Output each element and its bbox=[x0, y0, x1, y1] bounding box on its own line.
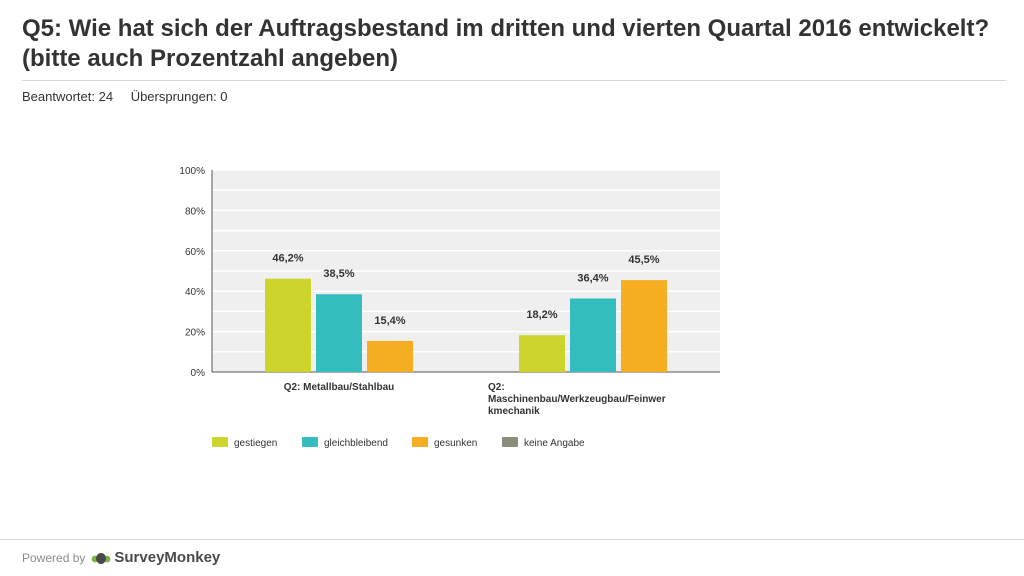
surveymonkey-brand: SurveyMonkey bbox=[114, 549, 221, 566]
legend-label: gestiegen bbox=[234, 438, 277, 449]
y-tick-label: 40% bbox=[185, 287, 205, 298]
y-tick-label: 20% bbox=[185, 328, 205, 339]
legend-label: gleichbleibend bbox=[324, 438, 388, 449]
surveymonkey-logo[interactable]: SurveyMonkey bbox=[91, 549, 220, 566]
legend-swatch-gleichbleibend bbox=[302, 437, 318, 447]
category-label: kmechanik bbox=[488, 406, 540, 417]
y-tick-label: 80% bbox=[185, 206, 205, 217]
legend-swatch-gesunken bbox=[412, 437, 428, 447]
response-stats: Beantwortet: 24 Übersprungen: 0 bbox=[22, 89, 242, 104]
powered-by: Powered by SurveyMonkey bbox=[22, 549, 220, 566]
monkey-logo-icon bbox=[91, 552, 111, 564]
bar-chart: 0% 20% 40% 60% 80% 100% 46,2% 38,5% 15,4% Q2: Met… bbox=[179, 166, 720, 449]
category-label: Q2: bbox=[488, 382, 505, 393]
title-divider bbox=[22, 80, 1006, 81]
category-label: Q2: Metallbau/Stahlbau bbox=[284, 382, 395, 393]
bar-gestiegen bbox=[265, 278, 311, 372]
powered-by-label: Powered by bbox=[22, 550, 86, 565]
bar-gesunken bbox=[367, 340, 413, 372]
y-tick-label: 60% bbox=[185, 247, 205, 258]
category-label: Maschinenbau/Werkzeugbau/Feinwer bbox=[488, 394, 666, 405]
answered-count: Beantwortet: 24 bbox=[22, 89, 114, 104]
data-label: 38,5% bbox=[323, 268, 354, 280]
data-label: 36,4% bbox=[577, 272, 608, 284]
bar-gesunken bbox=[621, 280, 667, 372]
skipped-count: Übersprungen: 0 bbox=[130, 89, 228, 104]
legend-swatch-keine-Angabe bbox=[502, 437, 518, 447]
data-label: 46,2% bbox=[272, 253, 303, 265]
question-title: Q5: Wie hat sich der Auftragsbestand im … bbox=[22, 15, 990, 72]
data-label: 45,5% bbox=[628, 254, 659, 266]
y-tick-label: 100% bbox=[179, 166, 205, 177]
bar-gestiegen bbox=[519, 335, 565, 372]
bar-gleichbleibend bbox=[570, 298, 616, 372]
data-label: 15,4% bbox=[374, 315, 405, 327]
data-label: 18,2% bbox=[526, 309, 557, 321]
legend-label: keine Angabe bbox=[524, 438, 585, 449]
y-tick-label: 0% bbox=[191, 368, 206, 379]
bar-gleichbleibend bbox=[316, 294, 362, 372]
legend-swatch-gestiegen bbox=[212, 437, 228, 447]
footer-divider bbox=[0, 539, 1024, 540]
legend-label: gesunken bbox=[434, 438, 477, 449]
